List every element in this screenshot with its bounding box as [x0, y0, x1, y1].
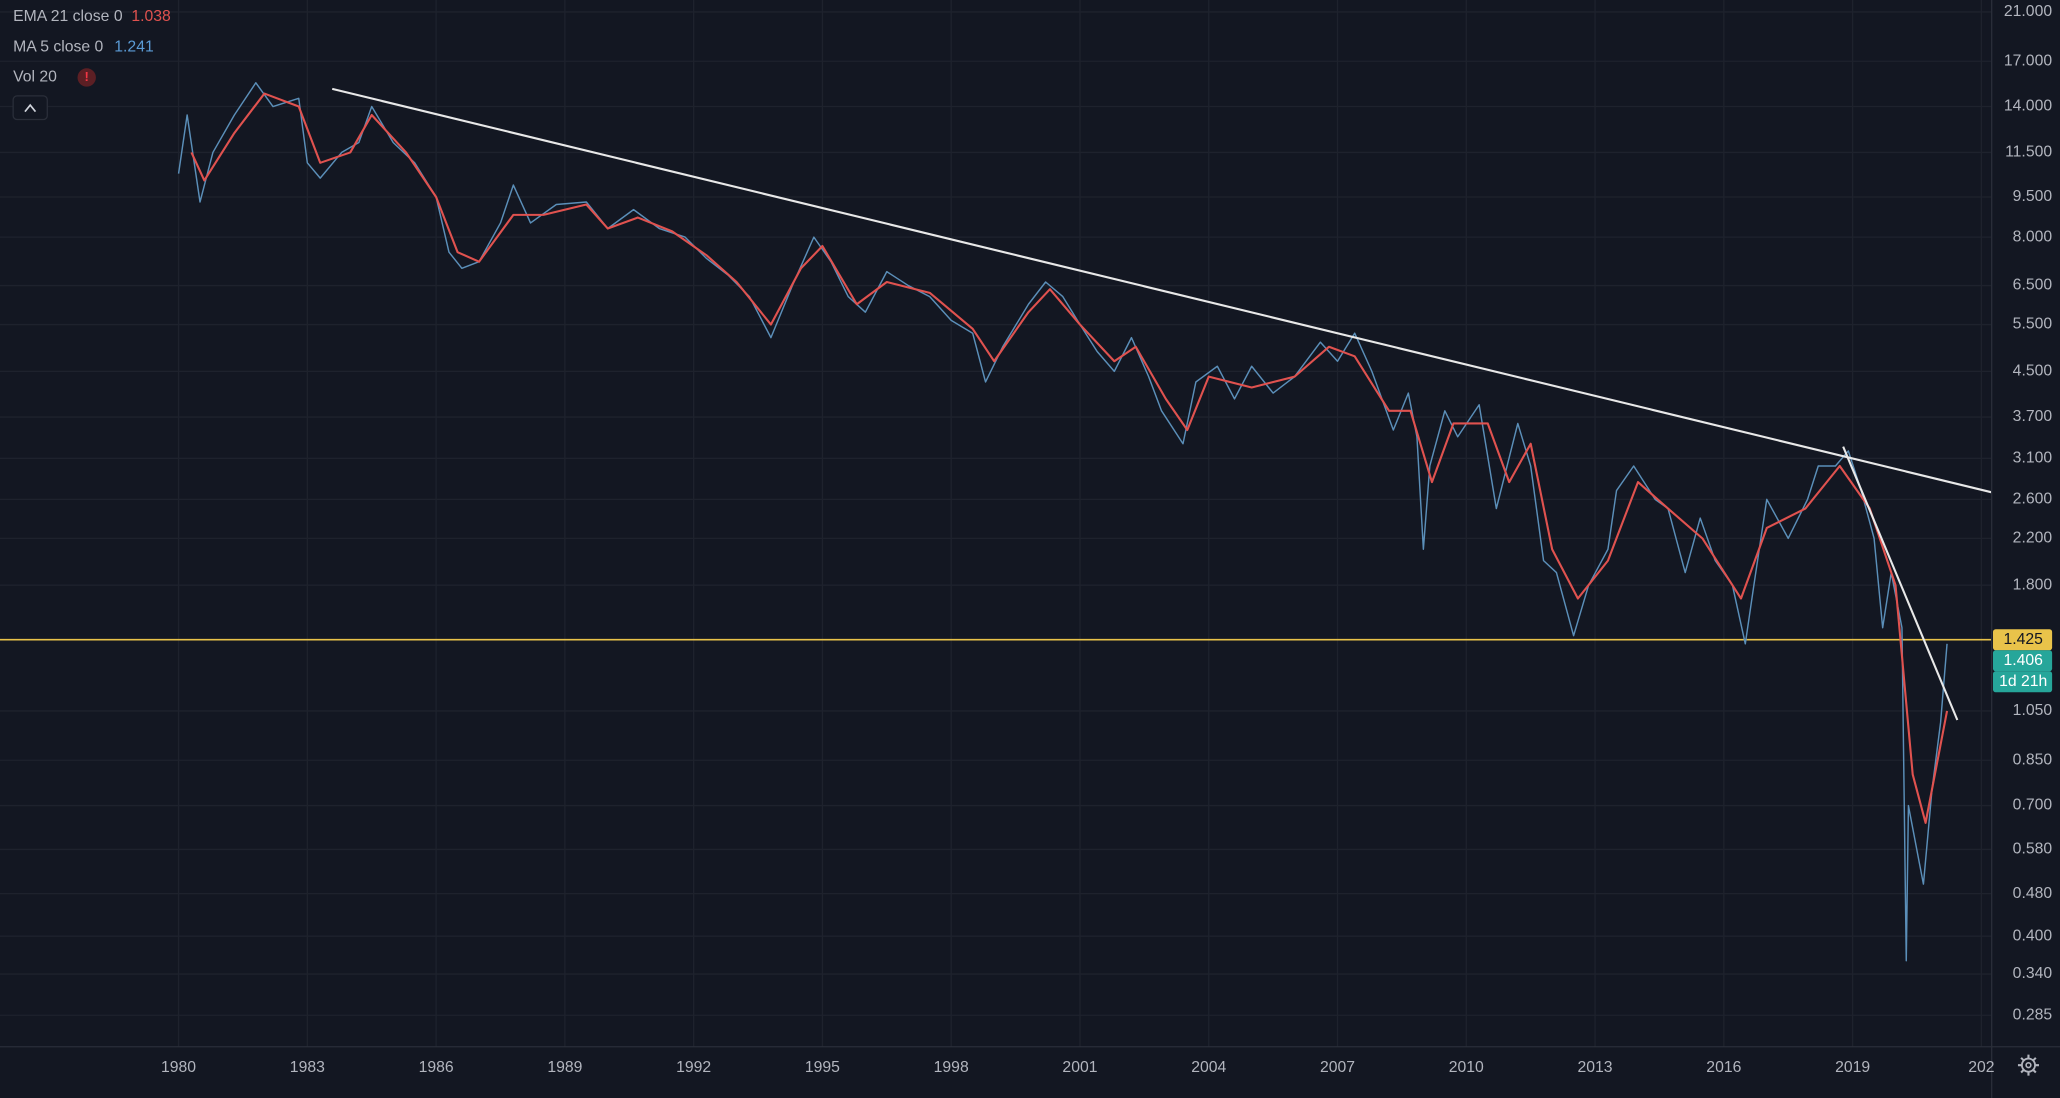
countdown-box: [1992, 671, 2053, 693]
price-label-box: [1992, 629, 2053, 651]
collapse-button[interactable]: [12, 95, 48, 121]
x-tick-label: 2016: [1706, 1059, 1741, 1076]
y-tick-label: 0.700: [2013, 797, 2053, 814]
x-tick-label: 1980: [161, 1059, 196, 1076]
axes: 21.000 17.000 14.000 11.500 9.500 8.000 6.500 5…: [161, 3, 2052, 1076]
alert-badge[interactable]: [77, 68, 96, 87]
x-tick-label: 2010: [1449, 1059, 1484, 1076]
legend-vol: Vol 20: [13, 69, 57, 86]
gear-hub[interactable]: [2025, 1062, 2032, 1069]
y-tick-label: 0.480: [2013, 885, 2053, 902]
x-tick-label: 1983: [290, 1059, 325, 1076]
trend-line: [1842, 446, 1959, 721]
y-tick-label: 3.700: [2013, 408, 2053, 425]
y-tick-label: 17.000: [2004, 52, 2052, 69]
x-tick-label: 2004: [1191, 1059, 1226, 1076]
y-tick-label: 0.285: [2013, 1006, 2053, 1023]
y-tick-label: 8.000: [2013, 228, 2053, 245]
legend-ema-name: EMA 21 close 0: [13, 8, 123, 25]
y-tick-label: 0.400: [2013, 927, 2053, 944]
legend-ma-name: MA 5 close 0: [13, 38, 103, 55]
plot: [0, 82, 1992, 962]
x-tick-label: 2013: [1578, 1059, 1613, 1076]
series-line: [177, 82, 1948, 962]
y-tick-label: 0.850: [2013, 751, 2053, 768]
x-tick-label: 1986: [419, 1059, 454, 1076]
price-label-box: [1992, 650, 2053, 672]
x-tick-label: 2001: [1062, 1059, 1097, 1076]
alert-icon[interactable]: !: [85, 69, 89, 84]
x-tick-label: 1998: [934, 1059, 969, 1076]
y-tick-label: 14.000: [2004, 98, 2052, 115]
y-tick-label: 4.500: [2013, 363, 2053, 380]
price-label: 1.425: [2004, 631, 2044, 648]
y-tick-label: 2.200: [2013, 530, 2053, 547]
collapse-icon[interactable]: [24, 103, 37, 113]
x-tick-label: 2019: [1835, 1059, 1870, 1076]
y-tick-label: 2.600: [2013, 491, 2053, 508]
y-tick-label: 0.580: [2013, 841, 2053, 858]
grid: [0, 0, 1992, 1047]
x-tick-label: 1992: [676, 1059, 711, 1076]
x-tick-label: 202: [1968, 1059, 1994, 1076]
y-tick-label: 0.340: [2013, 965, 2053, 982]
series-line: [190, 92, 1949, 824]
y-tick-label: 6.500: [2013, 277, 2053, 294]
legend-ma-value: 1.241: [114, 38, 153, 55]
x-tick-label: 1989: [547, 1059, 582, 1076]
y-tick-label: 1.050: [2013, 702, 2053, 719]
y-tick-label: 21.000: [2004, 3, 2052, 20]
y-tick-label: 1.800: [2013, 576, 2053, 593]
y-tick-label: 9.500: [2013, 188, 2053, 205]
countdown-label: 1d 21h: [1999, 673, 2047, 690]
gear-teeth[interactable]: [2017, 1054, 2039, 1076]
x-tick-label: 1995: [805, 1059, 840, 1076]
legend-ema-value: 1.038: [131, 8, 171, 25]
y-tick-label: 5.500: [2013, 316, 2053, 333]
y-tick-label: 11.500: [2005, 144, 2052, 161]
settings-button[interactable]: [2017, 1054, 2039, 1076]
price-label: 1.406: [2004, 652, 2044, 669]
y-tick-label: 3.100: [2013, 449, 2053, 466]
trend-line: [331, 87, 1992, 494]
x-tick-label: 2007: [1320, 1059, 1355, 1076]
